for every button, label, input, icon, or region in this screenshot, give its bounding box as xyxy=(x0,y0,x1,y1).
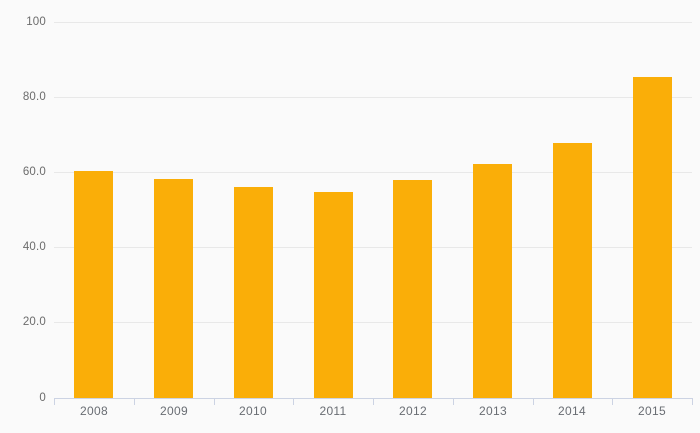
gridline-40 xyxy=(54,247,692,248)
x-axis-label-2010: 2010 xyxy=(239,404,267,418)
x-axis-label-2011: 2011 xyxy=(319,404,347,418)
bar-2009[interactable] xyxy=(154,179,193,398)
x-axis-label-2013: 2013 xyxy=(479,404,507,418)
x-axis-tick xyxy=(214,398,215,405)
bar-2014[interactable] xyxy=(553,143,592,398)
y-axis-label-40: 40.0 xyxy=(22,241,46,253)
bar-2008[interactable] xyxy=(74,171,113,398)
x-axis-tick xyxy=(54,398,55,405)
x-axis-label-2008: 2008 xyxy=(80,404,108,418)
gridline-80 xyxy=(54,97,692,98)
x-axis-label-2015: 2015 xyxy=(638,404,666,418)
gridline-20 xyxy=(54,322,692,323)
x-axis-tick xyxy=(612,398,613,405)
bar-2013[interactable] xyxy=(473,164,512,398)
y-axis-label-100: 100 xyxy=(26,16,46,28)
x-axis-tick xyxy=(533,398,534,405)
x-axis-label-2014: 2014 xyxy=(558,404,586,418)
y-axis-label-80: 80.0 xyxy=(22,91,46,103)
x-axis-label-2009: 2009 xyxy=(160,404,188,418)
y-axis-label-20: 20.0 xyxy=(22,316,46,328)
x-axis-tick xyxy=(692,398,693,405)
bar-2015[interactable] xyxy=(633,77,672,398)
bar-2012[interactable] xyxy=(393,180,432,398)
x-axis-tick xyxy=(293,398,294,405)
x-axis-label-2012: 2012 xyxy=(399,404,427,418)
gridline-60 xyxy=(54,172,692,173)
x-axis-tick xyxy=(373,398,374,405)
bar-2010[interactable] xyxy=(234,187,273,398)
y-axis-label-60: 60.0 xyxy=(22,166,46,178)
x-axis-tick xyxy=(134,398,135,405)
y-axis-label-0: 0 xyxy=(39,392,46,404)
x-axis-tick xyxy=(453,398,454,405)
bar-2011[interactable] xyxy=(314,192,353,398)
gridline-100 xyxy=(54,22,692,23)
